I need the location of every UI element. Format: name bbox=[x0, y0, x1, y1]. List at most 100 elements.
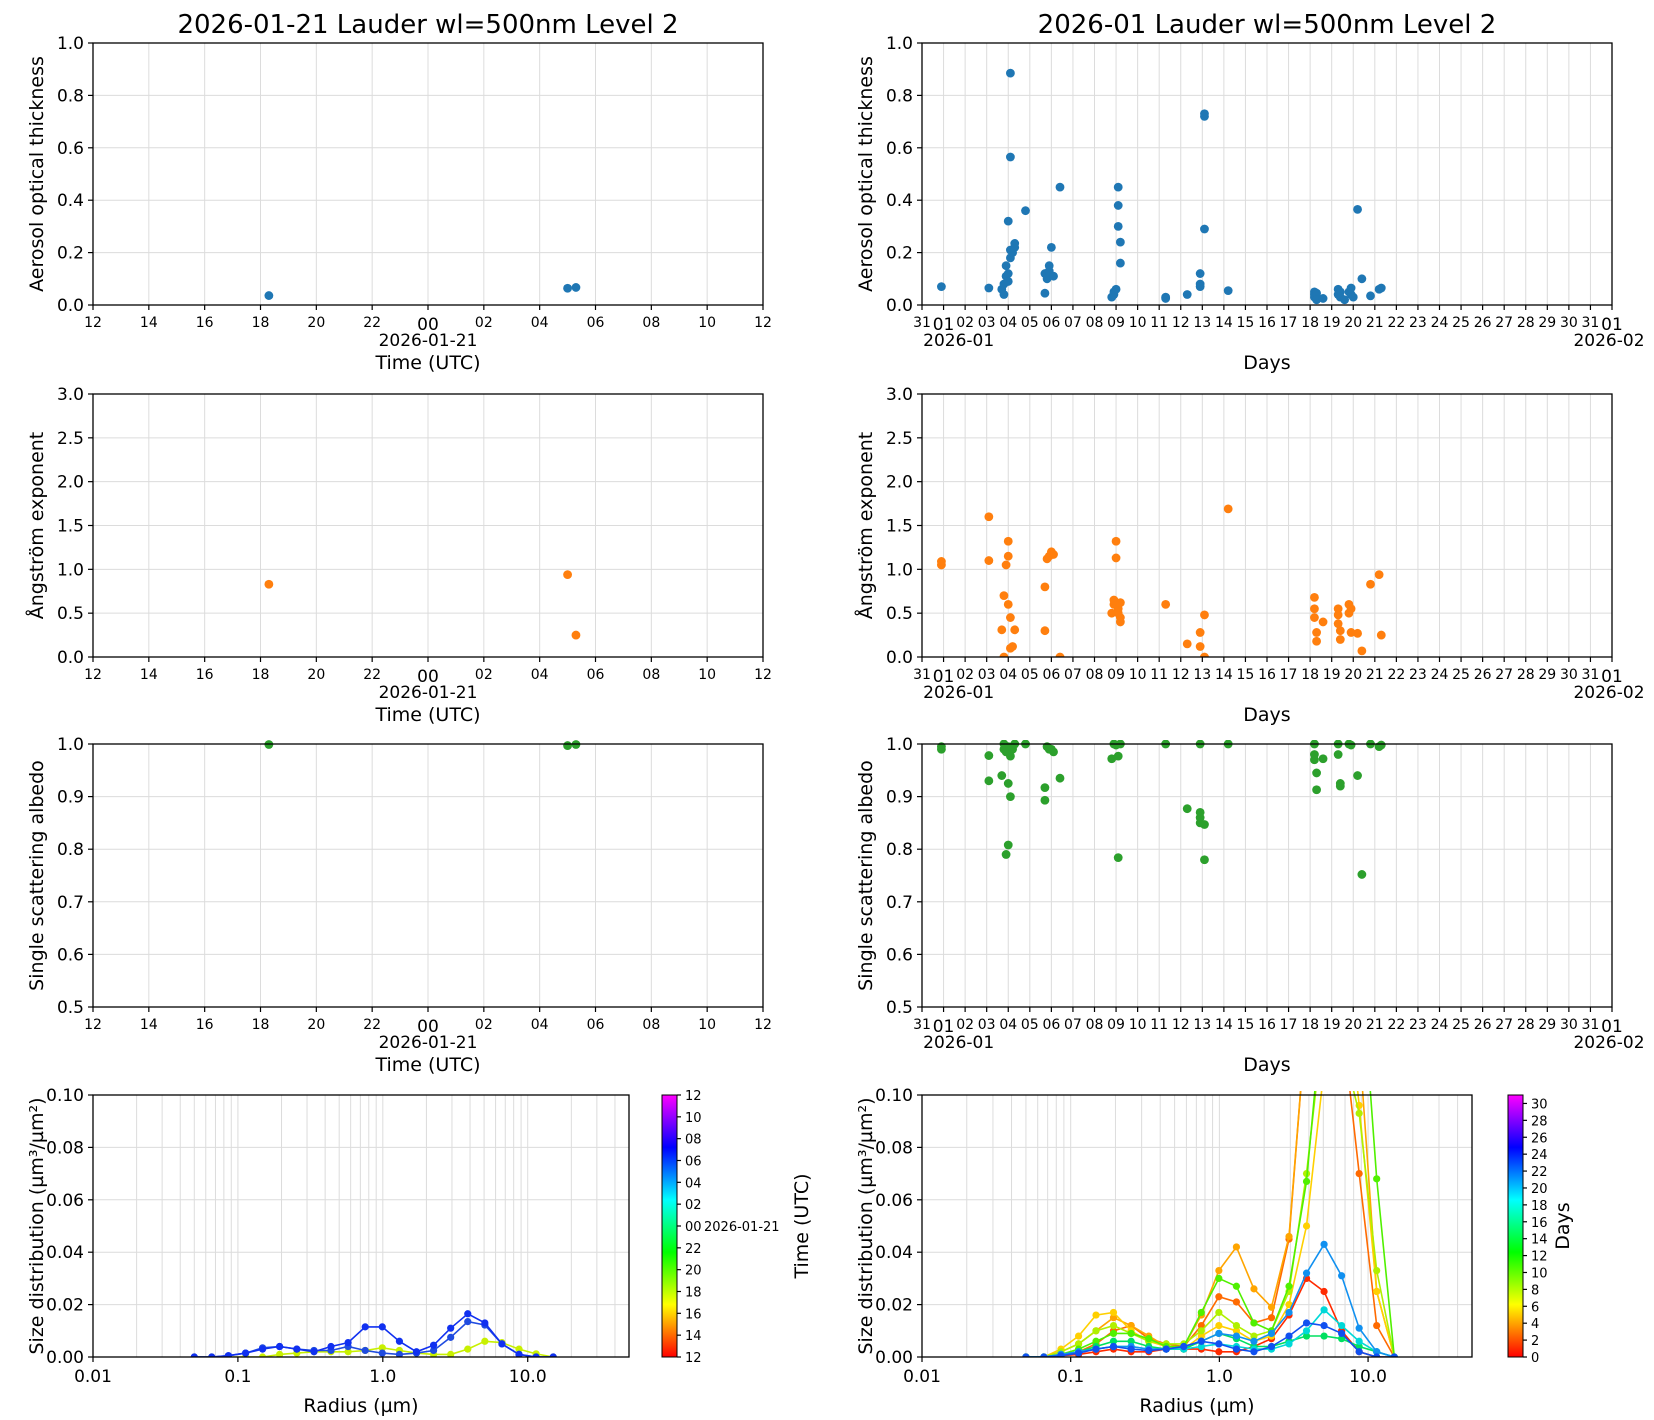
plot-frame bbox=[921, 1094, 1473, 1358]
data-point bbox=[1113, 853, 1123, 863]
x-tick-label: 24 bbox=[1431, 315, 1449, 331]
x-tick-label: 20 bbox=[1344, 315, 1362, 331]
data-point bbox=[984, 751, 994, 760]
data-point bbox=[1346, 740, 1356, 750]
data-right-ae bbox=[937, 504, 1386, 657]
x-tick-label: 19 bbox=[1323, 315, 1341, 331]
x-tick-label: 31 bbox=[913, 667, 931, 683]
data-point bbox=[984, 556, 994, 565]
x-tick-label: 0.1 bbox=[1057, 1367, 1084, 1387]
x-tick-label: 31 bbox=[1582, 315, 1600, 331]
data-right-sd bbox=[1022, 829, 1398, 1357]
series-marker bbox=[1250, 1285, 1258, 1293]
series-marker bbox=[1355, 1342, 1363, 1351]
series-marker bbox=[1356, 1039, 1363, 1046]
x-tick-label: 08 bbox=[642, 315, 660, 331]
x-tick-label: 30 bbox=[1560, 667, 1578, 683]
x-tick-label: 08 bbox=[642, 1017, 660, 1033]
series-marker bbox=[1355, 1324, 1363, 1332]
x-tick-label: 00 bbox=[417, 1017, 439, 1037]
x-tick-label: 04 bbox=[999, 315, 1017, 331]
x-tick-label: 21 bbox=[1366, 315, 1384, 331]
series-marker bbox=[1373, 1266, 1381, 1275]
series-marker bbox=[1302, 1332, 1311, 1340]
series-marker bbox=[1215, 1329, 1223, 1338]
series-marker bbox=[395, 1350, 404, 1357]
x-tick-label: 07 bbox=[1064, 667, 1082, 683]
data-point bbox=[999, 652, 1009, 657]
x-tick-label: 13 bbox=[1193, 667, 1211, 683]
series-marker bbox=[1232, 1243, 1241, 1251]
series-marker bbox=[378, 1349, 386, 1357]
data-point bbox=[997, 771, 1007, 780]
colorbar-tick-label: 00 bbox=[685, 1220, 702, 1235]
series-marker bbox=[1320, 1287, 1328, 1296]
series-marker bbox=[1338, 1272, 1346, 1280]
series-marker bbox=[1338, 829, 1345, 836]
colorbar bbox=[1507, 1094, 1524, 1358]
colorbar-tick-label: 02 bbox=[685, 1198, 702, 1213]
colorbar-tick-label: 2 bbox=[1531, 1334, 1539, 1349]
x-tick-label: 29 bbox=[1538, 1017, 1556, 1033]
series-marker bbox=[1232, 1327, 1241, 1335]
data-point bbox=[1006, 751, 1015, 761]
series-marker bbox=[1302, 1177, 1311, 1186]
data-point bbox=[1318, 617, 1328, 627]
colorbar-tick-label: 6 bbox=[1531, 1300, 1539, 1315]
x-date-label-start: 2026-01 bbox=[923, 331, 994, 351]
series-marker bbox=[1356, 934, 1363, 941]
colorbar-tick-label: 10 bbox=[1531, 1266, 1548, 1281]
series-marker bbox=[1320, 1306, 1328, 1314]
data-point bbox=[1310, 592, 1319, 602]
data-point bbox=[937, 282, 946, 292]
x-tick-label: 10 bbox=[698, 667, 716, 683]
x-tick-label: 16 bbox=[196, 1017, 214, 1033]
series-marker bbox=[241, 1349, 250, 1357]
x-tick-label: 08 bbox=[642, 667, 660, 683]
x-tick-label: 02 bbox=[956, 315, 974, 331]
series-marker bbox=[224, 1352, 233, 1357]
x-tick-label: 27 bbox=[1495, 667, 1513, 683]
data-point bbox=[1195, 642, 1205, 651]
y-axis-label: Ångström exponent bbox=[854, 432, 877, 620]
data-point bbox=[1010, 625, 1020, 635]
y-tick-label: 0.4 bbox=[886, 191, 913, 211]
x-tick-label: 20 bbox=[1344, 1017, 1362, 1033]
y-tick-label: 1.5 bbox=[57, 517, 84, 537]
series-line bbox=[194, 1312, 554, 1357]
x-axis-label: Time (UTC) bbox=[374, 1054, 480, 1076]
colorbar-tick-label: 20 bbox=[685, 1264, 702, 1279]
x-tick-label: 13 bbox=[1193, 1017, 1211, 1033]
x-tick-label: 18 bbox=[252, 667, 270, 683]
series-marker bbox=[395, 1337, 404, 1345]
x-tick-label: 14 bbox=[140, 1017, 158, 1033]
series-marker bbox=[1057, 1352, 1065, 1357]
data-point bbox=[1223, 504, 1233, 514]
x-tick-label: 14 bbox=[1215, 667, 1233, 683]
series-marker bbox=[1250, 1348, 1258, 1356]
colorbar-tick-label: 4 bbox=[1531, 1317, 1539, 1332]
x-tick-label: 27 bbox=[1495, 1017, 1513, 1033]
series-marker bbox=[481, 1337, 489, 1345]
y-axis-label: Single scattering albedo bbox=[26, 760, 48, 991]
x-tick-label: 29 bbox=[1538, 667, 1556, 683]
data-point bbox=[264, 291, 274, 300]
x-tick-label: 18 bbox=[1301, 315, 1319, 331]
x-tick-label: 05 bbox=[1021, 667, 1039, 683]
x-tick-label: 16 bbox=[196, 315, 214, 331]
series-marker bbox=[1215, 1274, 1223, 1282]
data-point bbox=[1113, 201, 1123, 210]
x-axis-label: Radius (µm) bbox=[303, 1395, 418, 1417]
x-tick-label: 10.0 bbox=[509, 1367, 547, 1387]
x-tick-label: 0.01 bbox=[74, 1367, 112, 1387]
x-tick-label: 12 bbox=[84, 1017, 102, 1033]
data-point bbox=[571, 283, 581, 292]
series-marker bbox=[1074, 1340, 1083, 1348]
x-tick-label: 25 bbox=[1452, 667, 1470, 683]
x-date-label: 2026-01-21 bbox=[379, 331, 478, 351]
series-marker bbox=[208, 1353, 216, 1357]
series-marker bbox=[1109, 1321, 1118, 1330]
data-point bbox=[1003, 216, 1013, 226]
y-tick-label: 1.0 bbox=[57, 34, 84, 54]
